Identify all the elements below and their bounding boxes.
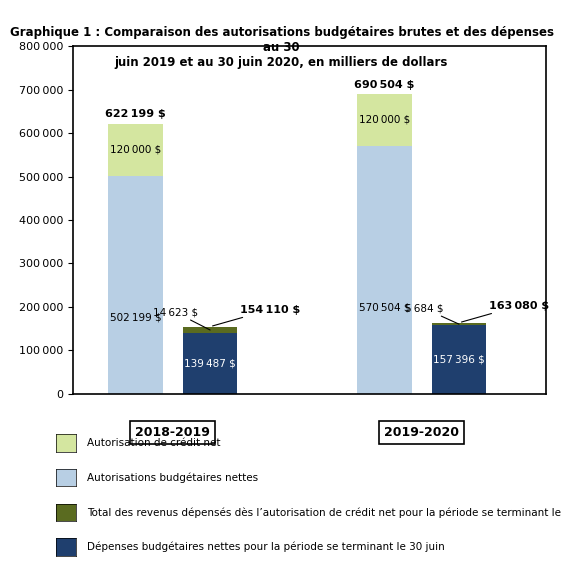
- Text: Autorisation de crédit net: Autorisation de crédit net: [87, 438, 221, 448]
- Bar: [108, 123, 163, 175]
- Text: 570 504 $: 570 504 $: [359, 302, 410, 312]
- Text: 154 110 $: 154 110 $: [213, 305, 300, 326]
- Bar: [357, 94, 412, 146]
- Bar: [357, 146, 412, 394]
- Bar: [432, 323, 486, 325]
- Bar: [108, 175, 163, 394]
- Text: 2019-2020: 2019-2020: [384, 426, 459, 439]
- Text: 622 199 $: 622 199 $: [105, 109, 166, 119]
- Bar: [432, 325, 486, 394]
- Text: 120 000 $: 120 000 $: [359, 115, 410, 125]
- Text: 157 396 $: 157 396 $: [433, 354, 485, 365]
- Text: Dépenses budgétaires nettes pour la période se terminant le 30 juin: Dépenses budgétaires nettes pour la péri…: [87, 542, 445, 552]
- Text: 163 080 $: 163 080 $: [462, 301, 549, 322]
- Bar: [183, 327, 238, 333]
- Text: 14 623 $: 14 623 $: [153, 307, 210, 330]
- Text: 502 199 $: 502 199 $: [110, 313, 161, 323]
- Text: Total des revenus dépensés dès l’autorisation de crédit net pour la période se t: Total des revenus dépensés dès l’autoris…: [87, 507, 563, 518]
- Bar: [183, 333, 238, 394]
- Text: Autorisations budgétaires nettes: Autorisations budgétaires nettes: [87, 472, 258, 483]
- Text: Graphique 1 : Comparaison des autorisations budgétaires brutes et des dépenses a: Graphique 1 : Comparaison des autorisati…: [10, 26, 553, 69]
- Text: 690 504 $: 690 504 $: [354, 79, 414, 90]
- Text: 2018-2019: 2018-2019: [135, 426, 210, 439]
- Text: 5 684 $: 5 684 $: [405, 303, 459, 324]
- Text: 139 487 $: 139 487 $: [184, 358, 236, 368]
- Text: 120 000 $: 120 000 $: [110, 145, 161, 155]
